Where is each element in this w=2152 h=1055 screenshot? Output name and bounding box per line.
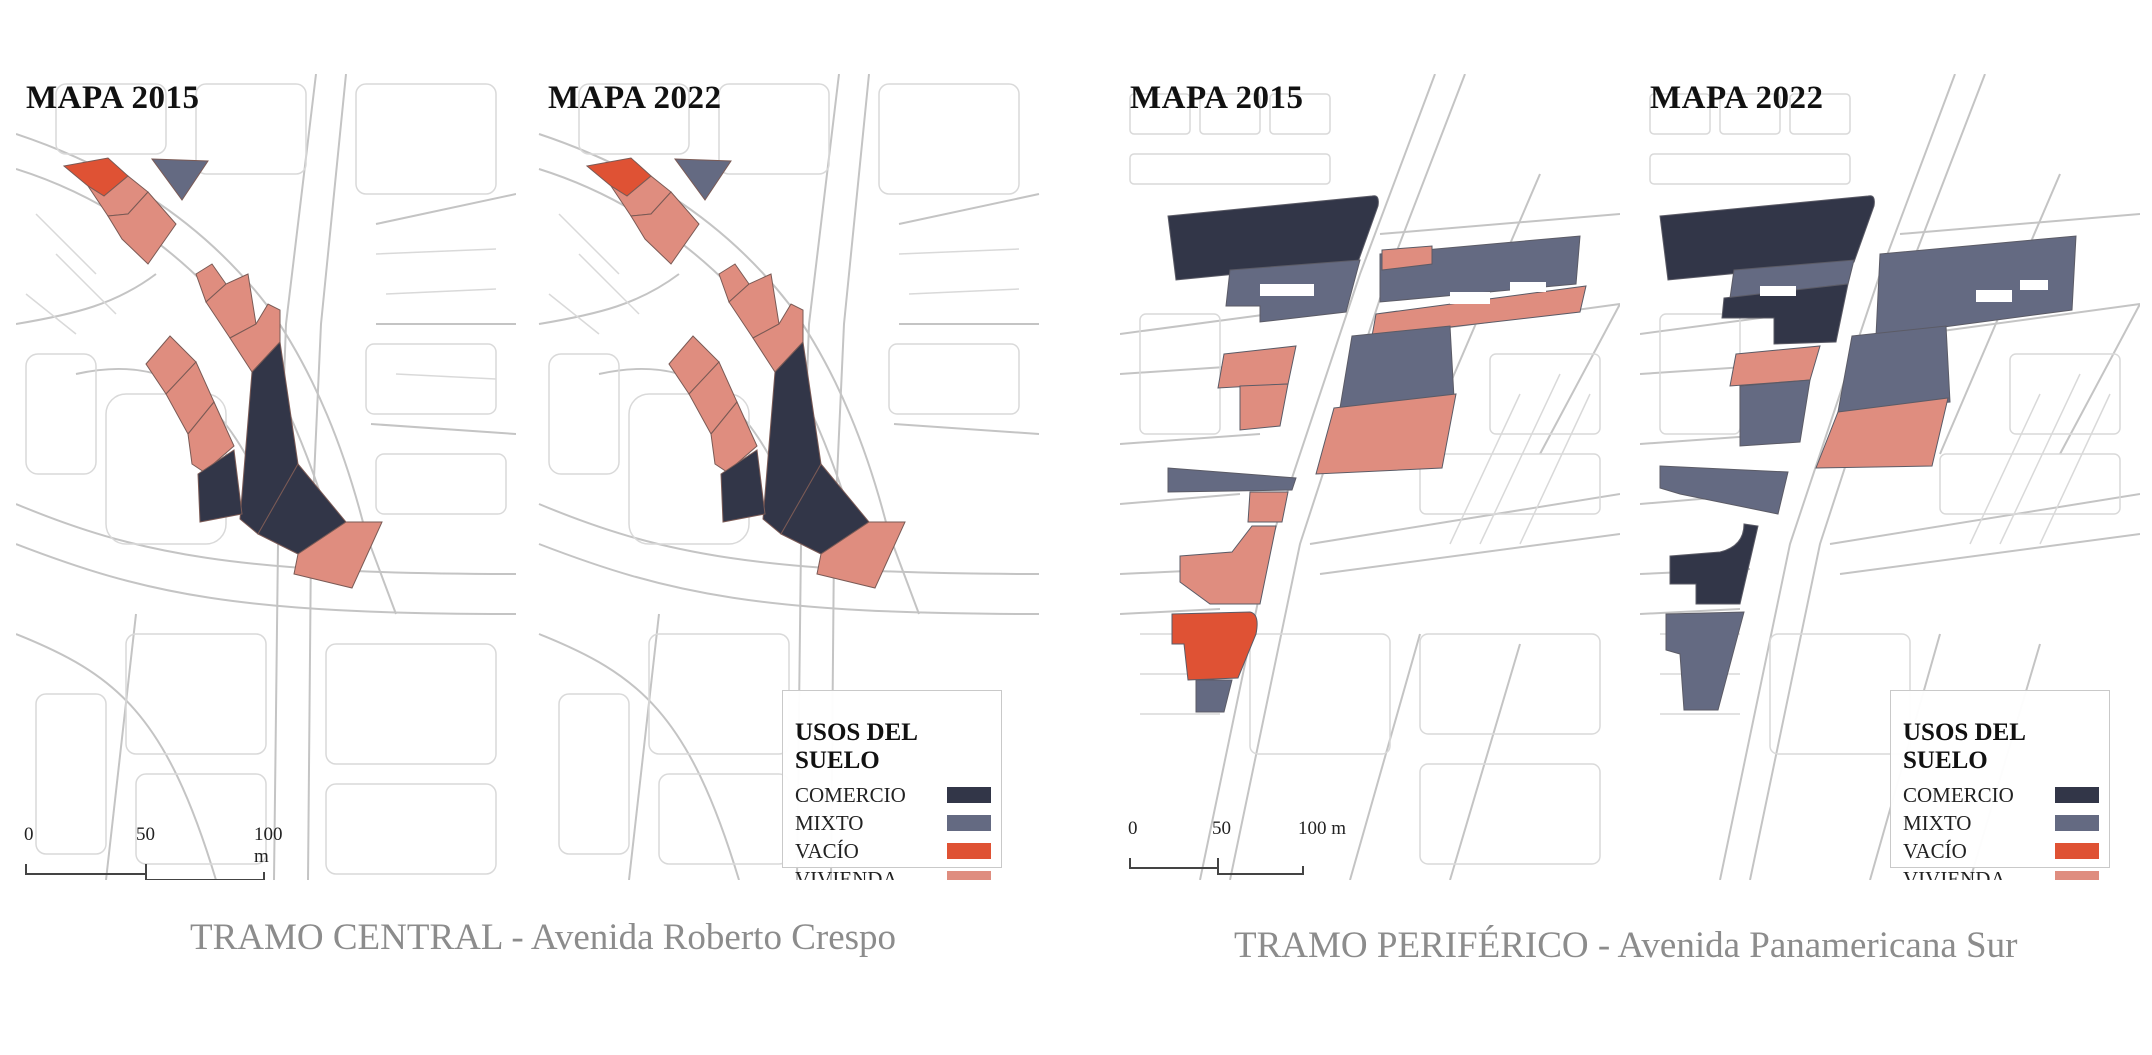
- parcel-mixto: [150, 158, 209, 201]
- parcel-comercio: [720, 449, 766, 523]
- map-panel-periferico-2022: MAPA 2022 USOS DEL SUELO COMERCIO MIXTO …: [1640, 74, 2140, 880]
- caption-tramo-central: TRAMO CENTRAL - Avenida Roberto Crespo: [190, 916, 896, 959]
- parcel-comercio: [1659, 195, 1875, 281]
- parcel-mixto: [1875, 235, 2077, 337]
- legend-swatch-mixto: [2055, 815, 2099, 831]
- parcel-vivienda: [187, 401, 235, 473]
- parcel-vivienda: [1371, 285, 1587, 337]
- legend-label: VIVIENDA: [795, 866, 898, 881]
- land-use-parcels: [1167, 195, 1587, 713]
- scale-label-100: 100 m: [1298, 818, 1347, 839]
- parcel-comercio: [1167, 195, 1379, 281]
- scale-label-0: 0: [1128, 818, 1138, 839]
- parcel-comercio: [1669, 523, 1759, 605]
- legend-title: USOS DEL SUELO: [795, 719, 917, 774]
- caption-section-name: TRAMO CENTRAL: [190, 917, 503, 958]
- parcel-comercio: [197, 449, 243, 523]
- parcel-mixto: [1739, 379, 1811, 447]
- legend-swatch-comercio: [2055, 787, 2099, 803]
- map-title: MAPA 2022: [1650, 80, 1824, 116]
- scale-bar: 0 50 100 m: [1128, 818, 1388, 880]
- parcel-mixto: [1837, 325, 1951, 413]
- parcel-vivienda: [1815, 397, 1949, 469]
- caption-section-name: TRAMO PERIFÉRICO: [1234, 925, 1589, 966]
- parcel-vivienda: [1381, 245, 1433, 271]
- parcel-comercio: [1721, 283, 1849, 345]
- parcel-voids: [1260, 282, 1546, 304]
- scale-label-100: 100 m: [254, 824, 283, 867]
- map-panel-periferico-2015: MAPA 2015 0 50 100 m: [1120, 74, 1620, 880]
- map-panel-central-2022: MAPA 2022 USOS DEL SUELO COMERCIO MIXTO …: [538, 74, 1040, 880]
- lot-grid: [25, 83, 507, 875]
- legend-item-vacio: VACÍO: [1903, 837, 2099, 865]
- legend-item-comercio: COMERCIO: [795, 781, 991, 809]
- legend-item-mixto: MIXTO: [795, 809, 991, 837]
- scale-label-50: 50: [1212, 818, 1231, 839]
- land-use-parcels: [585, 157, 906, 589]
- parcel-mixto: [1665, 611, 1745, 711]
- scale-label-50: 50: [136, 824, 155, 845]
- legend-swatch-comercio: [947, 787, 991, 803]
- parcel-mixto: [1195, 679, 1233, 713]
- legend: USOS DEL SUELO COMERCIO MIXTO VACÍO VIVI…: [1890, 690, 2110, 880]
- map-canvas: [1640, 74, 2140, 880]
- parcel-vivienda: [630, 191, 700, 265]
- scale-bar-graphic: [25, 864, 265, 880]
- caption-street-name: Avenida Panamericana Sur: [1617, 925, 2018, 966]
- legend-swatch-vacio: [947, 843, 991, 859]
- parcel-vivienda: [728, 273, 780, 339]
- parcel-vivienda: [710, 401, 758, 473]
- caption-tramo-periferico: TRAMO PERIFÉRICO - Avenida Panamericana …: [1234, 924, 2017, 967]
- legend-item-comercio: COMERCIO: [1903, 781, 2099, 809]
- parcel-vivienda: [293, 521, 383, 589]
- scale-label-0: 0: [24, 824, 34, 845]
- legend-swatch-vacio: [2055, 843, 2099, 859]
- land-use-parcels: [1659, 195, 2077, 711]
- legend: USOS DEL SUELO COMERCIO MIXTO VACÍO VIVI…: [782, 690, 1002, 880]
- legend-swatch-vivienda: [2055, 871, 2099, 880]
- parcel-vivienda: [1247, 491, 1289, 523]
- parcel-vivienda: [816, 521, 906, 589]
- map-canvas: [16, 74, 516, 880]
- land-use-parcels: [62, 157, 383, 589]
- legend-label: COMERCIO: [795, 782, 906, 807]
- legend-item-mixto: MIXTO: [1903, 809, 2099, 837]
- parcel-voids: [1760, 280, 2048, 302]
- legend-label: MIXTO: [795, 810, 864, 835]
- parcel-vacio: [1171, 611, 1258, 681]
- scale-bar: 0 50 100 m: [24, 824, 284, 880]
- legend-swatch-vivienda: [947, 871, 991, 880]
- map-title: MAPA 2015: [1130, 80, 1304, 116]
- legend-item-vivienda: VIVIENDA: [795, 865, 991, 880]
- legend-item-vivienda: VIVIENDA: [1903, 865, 2099, 880]
- parcel-vivienda: [1217, 345, 1297, 389]
- legend-label: VIVIENDA: [1903, 866, 2006, 881]
- map-title: MAPA 2015: [26, 80, 200, 116]
- map-panel-central-2015: MAPA 2015 0 50 100 m: [16, 74, 516, 880]
- parcel-vivienda: [1239, 383, 1289, 431]
- street-network: [16, 74, 516, 880]
- legend-label: COMERCIO: [1903, 782, 2014, 807]
- legend-label: MIXTO: [1903, 810, 1972, 835]
- legend-title: USOS DEL SUELO: [1903, 719, 2025, 774]
- legend-swatch-mixto: [947, 815, 991, 831]
- legend-label: VACÍO: [1903, 838, 1967, 863]
- parcel-mixto: [673, 158, 732, 201]
- parcel-vivienda: [1315, 393, 1457, 475]
- parcel-vivienda: [205, 273, 257, 339]
- parcel-vivienda: [1179, 525, 1277, 605]
- legend-label: VACÍO: [795, 838, 859, 863]
- parcel-mixto: [1659, 465, 1789, 515]
- parcel-mixto: [1167, 467, 1297, 493]
- map-title: MAPA 2022: [548, 80, 722, 116]
- caption-separator: -: [1597, 925, 1611, 966]
- parcel-vivienda: [107, 191, 177, 265]
- scale-bar-graphic: [1129, 858, 1304, 875]
- caption-separator: -: [511, 917, 524, 958]
- map-canvas: [1120, 74, 1620, 880]
- legend-item-vacio: VACÍO: [795, 837, 991, 865]
- caption-street-name: Avenida Roberto Crespo: [530, 917, 897, 958]
